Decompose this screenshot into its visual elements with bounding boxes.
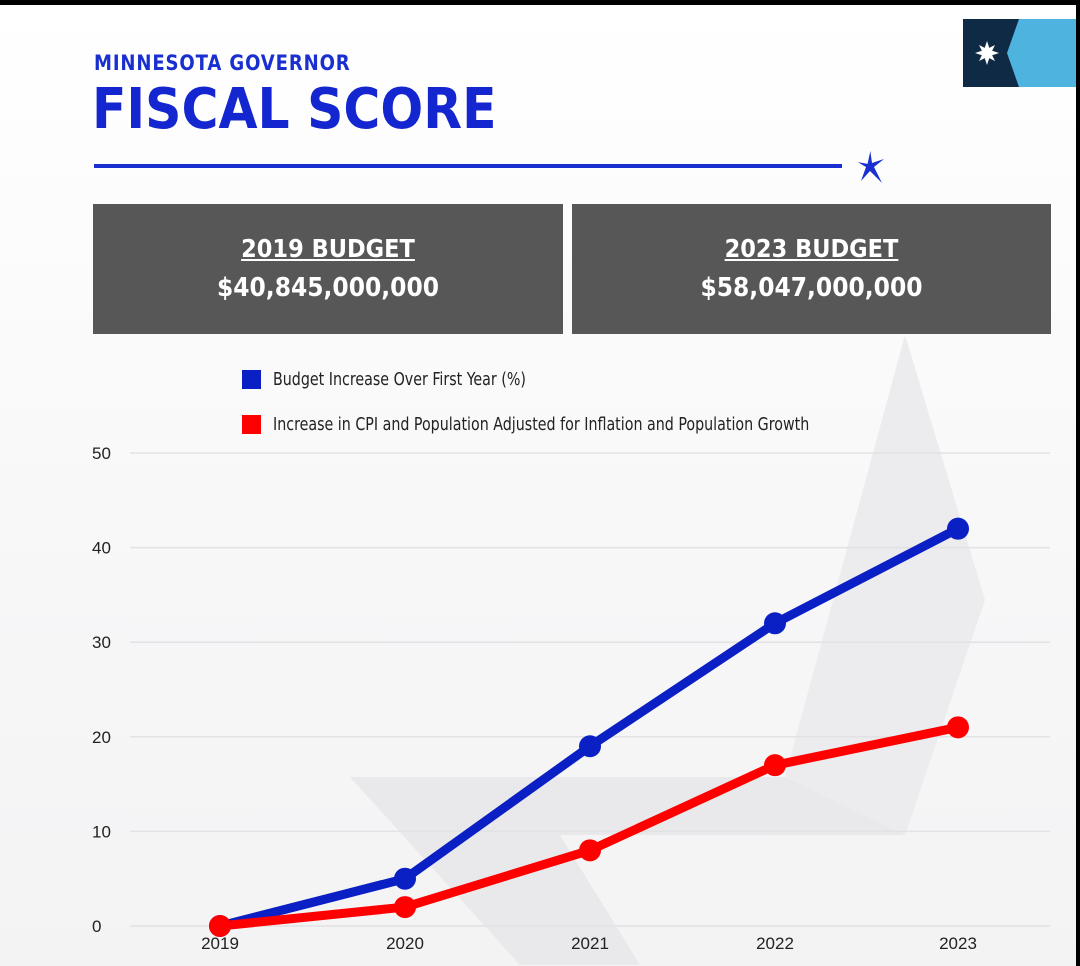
series-0-point-2020 <box>394 867 416 890</box>
series-0-point-2022 <box>764 612 786 635</box>
series-0-point-2023 <box>947 517 969 540</box>
legend-swatch-red <box>242 414 261 434</box>
legend-label-red: Increase in CPI and Population Adjusted … <box>273 413 810 435</box>
y-tick-label-40: 40 <box>92 539 111 558</box>
page-subtitle: MINNESOTA GOVERNOR <box>94 51 351 75</box>
y-tick-label-30: 30 <box>92 633 111 652</box>
x-tick-label-2022: 2022 <box>756 934 794 953</box>
x-tick-label-2020: 2020 <box>386 934 424 953</box>
title-rule <box>94 164 842 168</box>
x-tick-label-2019: 2019 <box>201 934 239 953</box>
legend-swatch-blue <box>242 369 261 389</box>
legend-label-blue: Budget Increase Over First Year (%) <box>273 368 526 390</box>
x-tick-label-2023: 2023 <box>939 934 977 953</box>
legend-item-blue: Budget Increase Over First Year (%) <box>242 368 560 390</box>
legend-item-red: Increase in CPI and Population Adjusted … <box>242 413 882 435</box>
series-0-point-2021 <box>579 735 601 758</box>
budget-2023-box: 2023 BUDGET $58,047,000,000 <box>572 204 1051 334</box>
series-1-point-2021 <box>579 839 601 862</box>
infographic: MINNESOTA GOVERNOR FISCAL SCORE 2019 BUD… <box>0 5 1076 966</box>
budget-2019-value: $40,845,000,000 <box>216 273 440 303</box>
star-icon <box>855 148 884 183</box>
series-line-0 <box>215 524 963 931</box>
y-tick-label-50: 50 <box>92 444 111 463</box>
logo-badge <box>963 19 1076 87</box>
x-tick-label-2021: 2021 <box>571 934 609 953</box>
page-title: FISCAL SCORE <box>92 77 497 142</box>
series-1-point-2022 <box>764 754 786 777</box>
line-chart: 0 10 20 30 40 50 2019 2020 2021 2022 2023 <box>92 444 1050 953</box>
series-1-point-2020 <box>394 896 416 919</box>
budget-2023-value: $58,047,000,000 <box>700 273 923 303</box>
y-tick-label-20: 20 <box>92 728 111 747</box>
budget-2019-label: 2019 BUDGET <box>241 234 415 263</box>
budget-2019-box: 2019 BUDGET $40,845,000,000 <box>93 204 563 334</box>
series-1-point-2019 <box>209 915 231 937</box>
budget-2023-label: 2023 BUDGET <box>724 234 899 263</box>
y-tick-label-10: 10 <box>92 822 111 841</box>
series-1-point-2023 <box>947 716 969 739</box>
y-tick-label-0: 0 <box>92 917 101 936</box>
